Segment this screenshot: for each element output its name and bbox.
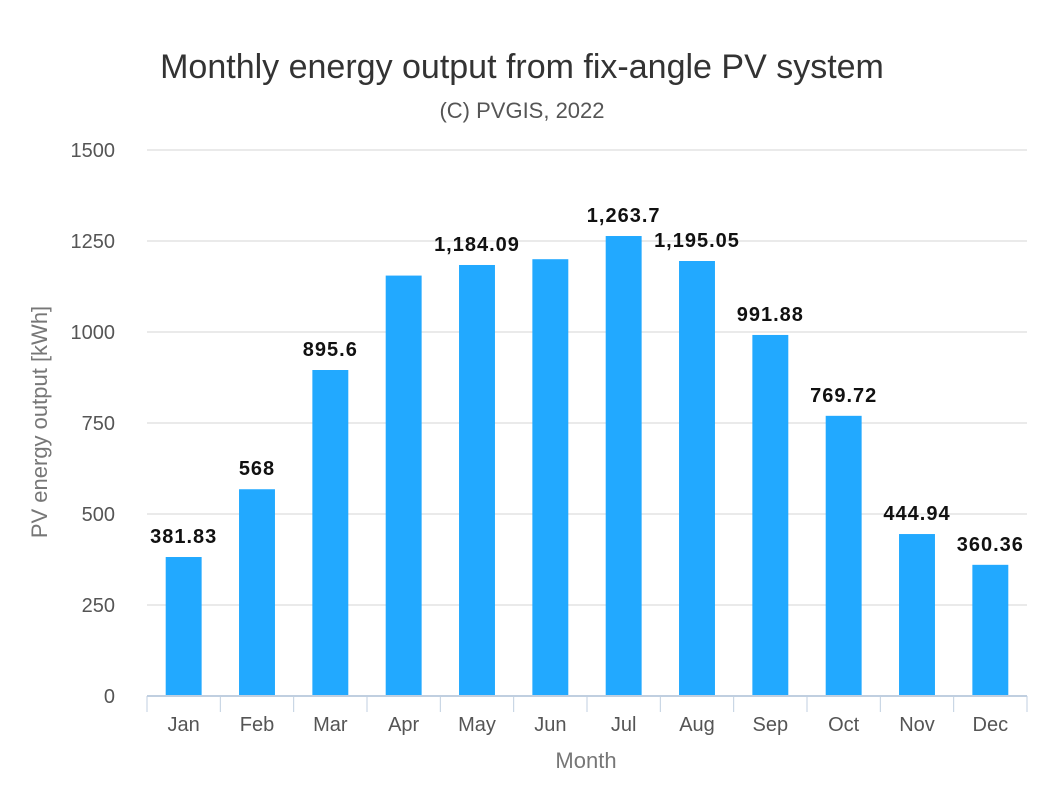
gridlines	[147, 149, 1027, 606]
chart-title: Monthly energy output from fix-angle PV …	[160, 48, 884, 86]
y-axis: 0 250 500 750 1000 1250 1500	[71, 140, 116, 708]
x-tick-label: Mar	[313, 714, 348, 736]
chart-subtitle: (C) PVGIS, 2022	[439, 98, 604, 123]
y-tick-label: 250	[82, 595, 115, 617]
bar	[532, 259, 569, 696]
x-tick-label: May	[458, 714, 496, 736]
bars	[165, 236, 1009, 697]
data-label: 769.72	[810, 385, 877, 407]
x-tick-label: Oct	[828, 714, 860, 736]
bar	[825, 415, 862, 696]
bar	[239, 489, 275, 696]
data-label: 444.94	[883, 503, 950, 525]
data-label: 991.88	[737, 304, 804, 326]
x-tick-label: Feb	[240, 714, 274, 736]
y-tick-label: 750	[82, 413, 115, 435]
bar	[899, 534, 935, 696]
bar	[605, 236, 642, 697]
data-label: 895.6	[303, 339, 358, 361]
bar	[972, 564, 1009, 696]
bar	[312, 370, 349, 696]
bar	[459, 264, 495, 696]
data-label: 1,195.05	[654, 230, 740, 252]
x-tick-label: Jun	[534, 714, 566, 736]
bar	[385, 275, 422, 696]
data-label: 381.83	[150, 526, 217, 548]
bar	[752, 334, 789, 696]
x-tick-label: Jan	[168, 714, 200, 736]
x-tick-label: Nov	[899, 714, 935, 736]
x-tick-label: Apr	[388, 714, 419, 736]
y-axis-title: PV energy output [kWh]	[27, 306, 52, 538]
x-tick-label: Dec	[973, 714, 1009, 736]
data-label: 360.36	[957, 534, 1024, 556]
y-tick-label: 1000	[71, 322, 116, 344]
x-tick-label: Aug	[679, 714, 715, 736]
y-tick-label: 500	[82, 504, 115, 526]
x-axis-title: Month	[555, 748, 616, 773]
x-axis: Jan Feb Mar Apr May Jun Jul Aug Sep Oct Nov Dec	[146, 695, 1028, 736]
bar	[679, 261, 715, 696]
data-labels: 381.83 568 895.6 1,184.09 1,263.7 1,195.05 991…	[150, 205, 1024, 556]
x-tick-label: Jul	[611, 714, 637, 736]
y-tick-label: 1500	[71, 140, 116, 162]
data-label: 568	[239, 458, 275, 480]
data-label: 1,263.7	[587, 205, 661, 227]
bar	[165, 557, 202, 696]
y-tick-label: 1250	[71, 231, 116, 253]
data-label: 1,184.09	[434, 234, 520, 256]
x-tick-label: Sep	[753, 714, 789, 736]
y-tick-label: 0	[104, 686, 115, 708]
